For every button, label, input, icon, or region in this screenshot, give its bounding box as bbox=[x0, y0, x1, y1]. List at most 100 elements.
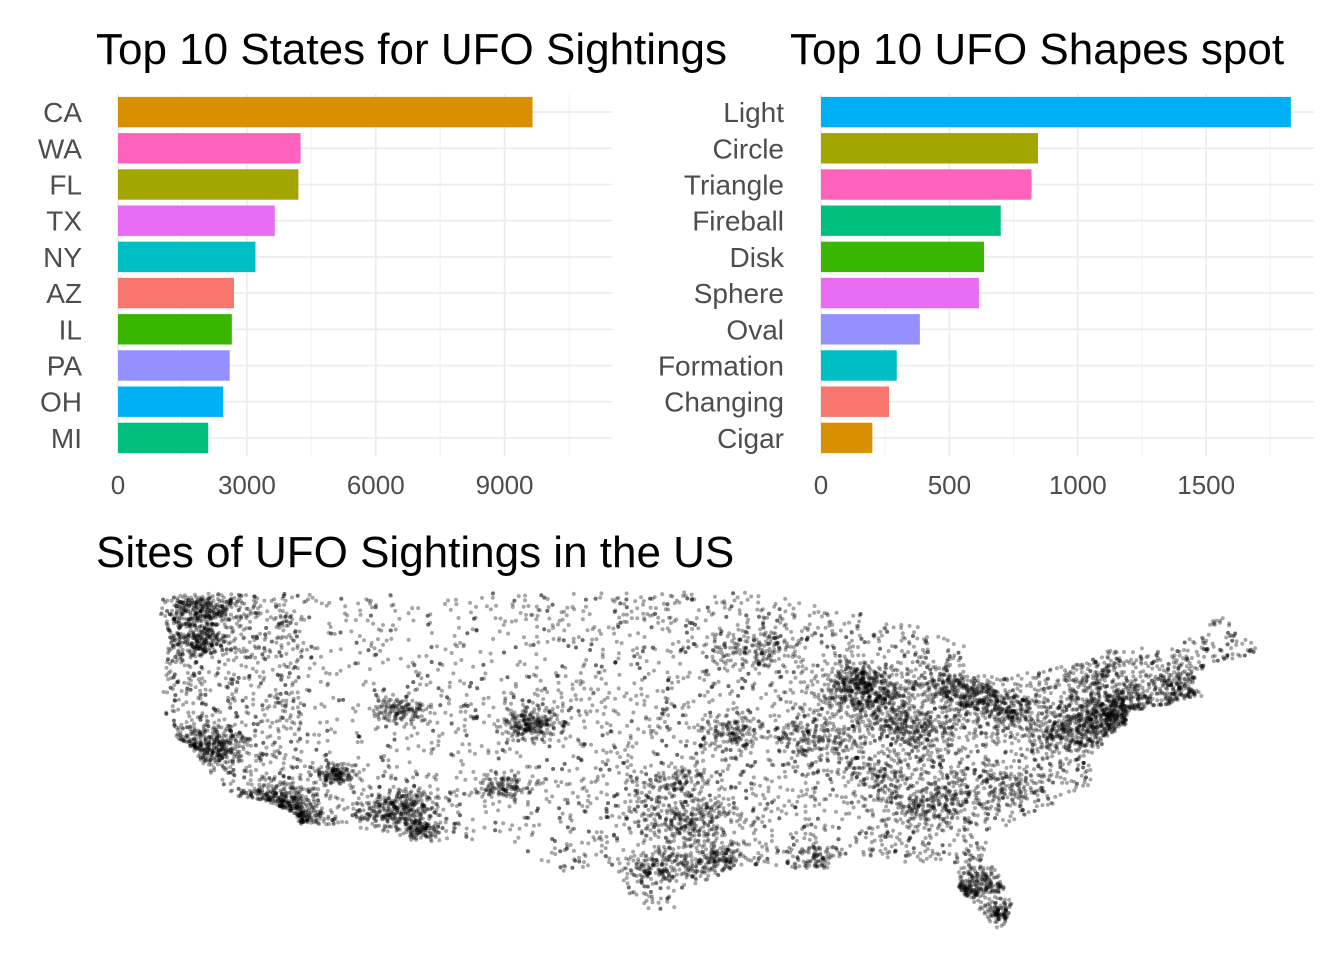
sighting-point bbox=[1012, 774, 1017, 779]
sighting-point bbox=[231, 658, 236, 663]
sighting-point bbox=[210, 655, 215, 660]
sighting-point bbox=[1044, 720, 1049, 725]
sighting-point bbox=[338, 668, 343, 673]
sighting-point bbox=[700, 650, 705, 655]
sighting-point bbox=[736, 627, 741, 632]
sighting-point bbox=[1075, 768, 1080, 773]
sighting-point bbox=[1032, 808, 1037, 813]
sighting-point bbox=[1029, 790, 1034, 795]
sighting-point bbox=[681, 645, 686, 650]
sighting-point bbox=[462, 703, 466, 708]
sighting-point bbox=[170, 708, 175, 713]
sighting-point bbox=[239, 632, 244, 637]
sighting-point bbox=[1243, 637, 1248, 642]
sighting-point bbox=[849, 629, 854, 634]
sighting-point bbox=[805, 787, 810, 792]
sighting-point bbox=[261, 751, 265, 756]
sighting-point bbox=[745, 597, 750, 602]
sighting-point bbox=[649, 763, 653, 768]
sighting-point bbox=[366, 648, 371, 653]
sighting-point bbox=[713, 747, 718, 752]
sighting-point bbox=[696, 626, 701, 631]
sighting-point bbox=[570, 865, 575, 870]
sighting-point bbox=[500, 731, 505, 736]
sighting-point bbox=[816, 702, 821, 707]
sighting-point bbox=[738, 753, 743, 758]
sighting-point bbox=[580, 786, 585, 791]
sighting-point bbox=[680, 705, 685, 710]
sighting-point bbox=[745, 763, 750, 768]
sighting-point bbox=[593, 766, 598, 770]
sighting-point bbox=[1210, 641, 1215, 646]
sighting-point bbox=[412, 662, 417, 667]
sighting-point bbox=[536, 640, 541, 645]
sighting-point bbox=[684, 721, 689, 726]
sighting-point bbox=[302, 703, 307, 708]
sighting-point bbox=[622, 619, 627, 624]
sighting-point bbox=[806, 772, 811, 776]
sighting-point bbox=[393, 776, 398, 781]
sighting-point bbox=[1029, 773, 1034, 778]
sighting-point bbox=[186, 681, 191, 686]
sighting-point bbox=[726, 797, 731, 802]
sighting-point bbox=[481, 701, 486, 706]
sighting-point bbox=[389, 776, 393, 781]
sighting-point bbox=[265, 609, 270, 614]
sighting-point bbox=[497, 829, 502, 834]
sighting-point bbox=[964, 847, 969, 852]
sighting-point bbox=[822, 611, 827, 616]
sighting-point bbox=[305, 777, 310, 782]
sighting-point bbox=[1019, 676, 1024, 681]
sighting-point bbox=[1047, 778, 1052, 783]
sighting-point bbox=[586, 829, 591, 834]
sighting-point bbox=[449, 651, 454, 655]
sighting-point bbox=[535, 613, 540, 618]
sighting-point bbox=[248, 778, 253, 783]
sighting-point bbox=[371, 621, 376, 626]
sighting-point bbox=[804, 792, 809, 797]
sighting-point bbox=[324, 720, 329, 724]
shapes-bar-chart: LightCircleTriangleFireballDiskSphereOva… bbox=[658, 94, 1314, 500]
sighting-point bbox=[1201, 636, 1205, 641]
sighting-point bbox=[448, 790, 452, 795]
sighting-point bbox=[887, 816, 892, 821]
sighting-point bbox=[164, 665, 169, 670]
sighting-point bbox=[797, 705, 802, 710]
sighting-point bbox=[692, 833, 697, 838]
sighting-point bbox=[870, 773, 875, 777]
sighting-point bbox=[713, 871, 718, 875]
sighting-point bbox=[683, 650, 688, 655]
sighting-point bbox=[220, 777, 225, 782]
sighting-point bbox=[494, 750, 499, 755]
sighting-point bbox=[1009, 749, 1014, 754]
sighting-point bbox=[702, 678, 707, 682]
sighting-point bbox=[764, 692, 769, 696]
sighting-point bbox=[273, 687, 278, 692]
sighting-point bbox=[647, 717, 652, 722]
sighting-point bbox=[861, 852, 866, 857]
x-tick-label: 0 bbox=[814, 470, 828, 500]
sighting-point bbox=[1192, 641, 1197, 646]
sighting-point bbox=[770, 704, 775, 709]
sighting-point bbox=[685, 618, 690, 623]
sighting-point bbox=[563, 797, 567, 802]
sighting-point bbox=[350, 718, 355, 723]
sighting-point bbox=[642, 645, 647, 650]
sighting-point bbox=[797, 850, 802, 855]
sighting-point bbox=[683, 623, 688, 628]
sighting-point bbox=[799, 789, 804, 794]
sighting-point bbox=[642, 635, 647, 639]
sighting-point bbox=[1146, 654, 1151, 659]
sighting-point bbox=[926, 841, 931, 846]
sighting-point bbox=[280, 620, 285, 625]
sighting-point bbox=[327, 671, 332, 676]
sighting-point bbox=[467, 749, 472, 753]
sighting-point bbox=[627, 825, 632, 830]
sighting-point bbox=[170, 704, 175, 709]
sighting-point bbox=[706, 609, 711, 614]
sighting-point bbox=[534, 617, 539, 622]
sighting-point bbox=[628, 733, 633, 738]
sighting-point bbox=[799, 689, 804, 694]
sighting-point bbox=[974, 744, 979, 748]
sighting-point bbox=[284, 635, 289, 640]
